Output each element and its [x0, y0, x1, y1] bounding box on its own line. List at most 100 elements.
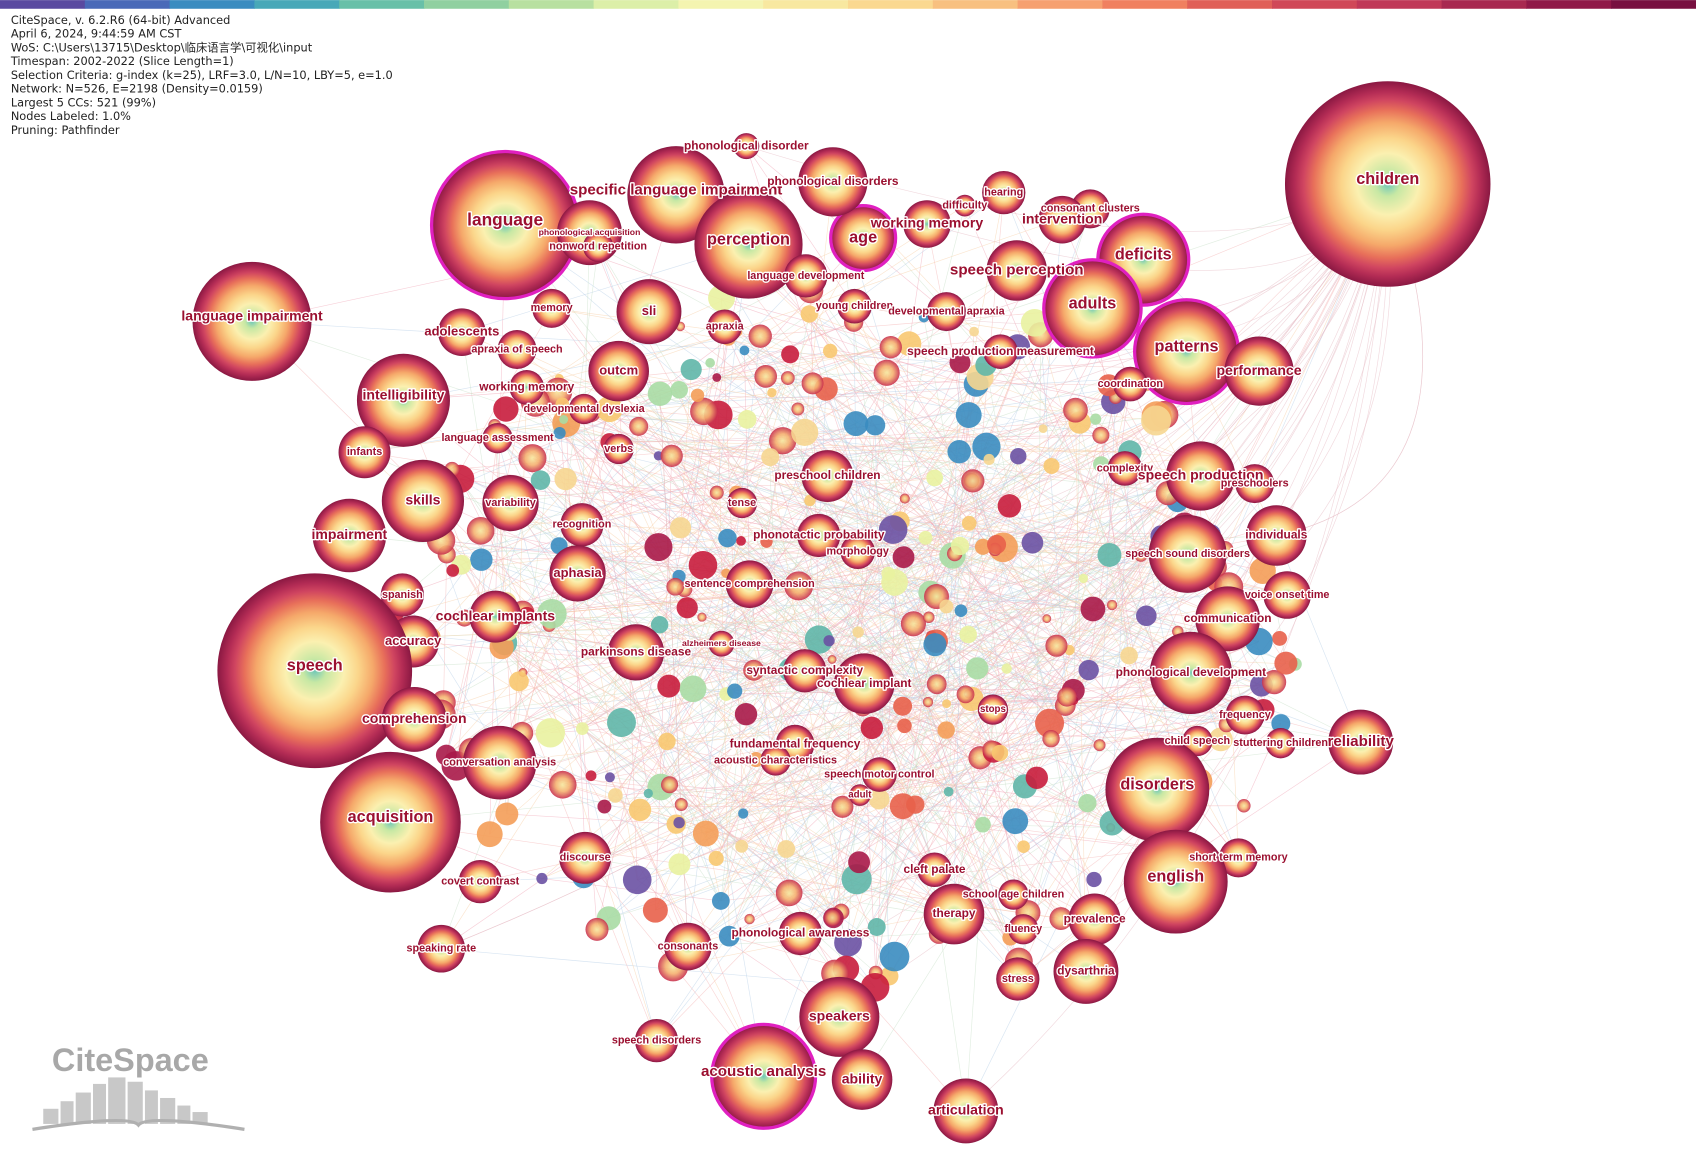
node-label: acquisition: [348, 808, 434, 826]
link: [890, 347, 1057, 646]
link: [532, 457, 1130, 656]
node: [833, 653, 895, 714]
node-label: language assessment: [441, 432, 554, 444]
logo-text: CiteSpace: [52, 1042, 209, 1078]
minor-node: [879, 336, 902, 359]
link: [726, 693, 984, 825]
minor-node: [644, 533, 673, 562]
minor-node: [575, 722, 589, 736]
link: [834, 486, 1182, 974]
node: [1195, 586, 1261, 652]
link: [441, 183, 1389, 950]
node: [1265, 728, 1296, 759]
minor-node: [896, 331, 922, 356]
link: [765, 376, 935, 870]
link: [874, 425, 934, 594]
minor-node: [536, 872, 548, 885]
node: [797, 513, 841, 558]
node: [1219, 838, 1258, 878]
minor-node: [1078, 573, 1089, 584]
minor-node: [959, 625, 977, 644]
node-label: therapy: [933, 906, 976, 920]
minor-node: [709, 485, 724, 500]
node: [532, 288, 572, 328]
link: [551, 308, 1062, 919]
node-label: phonological disorder: [684, 138, 809, 152]
node: [998, 879, 1029, 910]
node-label: speech: [287, 657, 343, 675]
node-label: intervention: [1022, 210, 1102, 226]
header-line: Timespan: 2002-2022 (Slice Length=1): [10, 54, 234, 68]
link: [797, 408, 970, 524]
link: [590, 412, 649, 794]
node-label: memory: [531, 302, 573, 314]
minor-node: [1271, 714, 1291, 734]
minor-node: [692, 820, 719, 847]
minor-node: [923, 633, 947, 657]
link: [679, 662, 1183, 865]
minor-node: [559, 415, 569, 424]
link: [582, 728, 680, 823]
node-label: phonological acquisition: [539, 227, 641, 237]
minor-node: [1093, 739, 1106, 752]
logo-bar: [192, 1112, 208, 1124]
node-label: language: [467, 209, 543, 229]
node-label: spanish: [382, 589, 423, 601]
node: [726, 487, 758, 519]
minor-node: [1106, 599, 1118, 611]
node: [1225, 695, 1265, 735]
minor-node: [860, 716, 884, 740]
node: [799, 976, 880, 1057]
link: [501, 646, 860, 863]
node: [986, 240, 1048, 301]
minor-node: [1020, 309, 1049, 337]
minor-node: [1057, 687, 1077, 707]
link: [934, 542, 1033, 645]
minor-node: [676, 597, 698, 619]
minor-node: [918, 530, 933, 545]
link: [934, 536, 1161, 646]
node: [1068, 893, 1121, 946]
node-label: complexity: [1097, 462, 1153, 474]
link: [494, 425, 997, 545]
minor-node: [955, 402, 982, 428]
link: [800, 694, 966, 934]
minor-node: [1237, 799, 1251, 813]
minor-node: [761, 448, 780, 467]
header-line: Selection Criteria: g-index (k=25), LRF=…: [11, 68, 393, 82]
node-labels: children language specific language impair…: [180, 137, 1421, 1119]
link: [705, 573, 889, 834]
node: [1166, 441, 1236, 511]
logo-bar: [43, 1108, 59, 1124]
minor-node: [697, 612, 707, 622]
link: [637, 672, 1191, 881]
minor-node: [868, 788, 890, 810]
link: [648, 793, 722, 902]
link: [904, 183, 1389, 727]
node: [707, 309, 742, 345]
node: [497, 330, 537, 369]
minor-node: [997, 494, 1022, 518]
node-label: sli: [642, 303, 656, 318]
minor-node: [712, 373, 722, 382]
minor-node: [987, 534, 1007, 554]
link: [716, 346, 891, 378]
node-label: consonants: [658, 940, 719, 952]
node: [977, 694, 1009, 725]
link: [595, 525, 1194, 865]
minor-node: [688, 550, 718, 580]
link: [871, 183, 1389, 729]
link: [902, 183, 1389, 707]
minor-node: [435, 744, 457, 766]
link: [946, 311, 1024, 847]
minor-node: [711, 892, 730, 910]
minor-node: [1025, 766, 1048, 789]
minor-node: [1078, 659, 1099, 681]
link: [562, 426, 937, 685]
link: [609, 408, 1095, 880]
node-label: language development: [747, 270, 864, 282]
minor-node: [781, 345, 800, 364]
minor-node: [555, 397, 570, 412]
link: [565, 423, 586, 858]
node: [462, 725, 537, 800]
